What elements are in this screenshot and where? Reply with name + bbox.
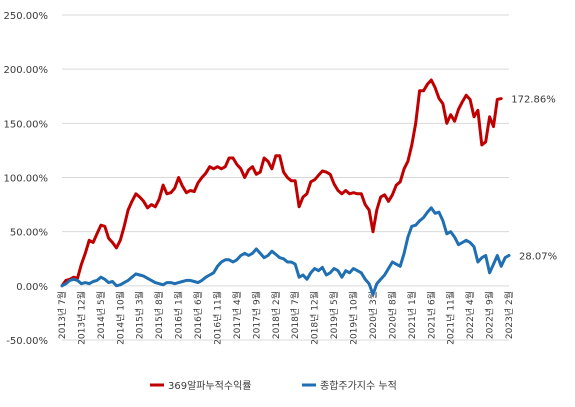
x-tick-label: 2021년 6월 [425,291,437,339]
x-tick-label: 2016년 1월 [173,291,185,339]
x-tick-label: 2016년 11월 [211,291,223,345]
legend-label-kospi: 종합주가지수 누적 [320,380,397,392]
y-tick-label: 250.00% [4,11,49,22]
series-line-alpha [60,78,503,288]
x-tick-label: 2019년 10월 [348,291,360,345]
x-tick-label: 2014년 5월 [95,291,107,339]
kospi-end-label: 28.07% [519,251,557,262]
legend-label-alpha: 369알파누적수익률 [168,380,252,392]
x-tick-label: 2021년 11월 [445,291,457,345]
legend-item-alpha: 369알파누적수익률 [150,380,252,392]
legend: 369알파누적수익률 종합주가지수 누적 [150,380,397,392]
x-tick-label: 2023년 2월 [503,291,515,339]
x-tick-label: 2016년 6월 [192,291,204,339]
x-tick-label: 2022년 9월 [484,291,496,339]
y-tick-label: 0.00% [16,282,48,293]
y-tick-label: 100.00% [4,174,49,185]
x-tick-label: 2022년 4월 [464,291,476,339]
x-tick-label: 2014년 10월 [114,291,126,345]
x-tick-label: 2018년 2월 [270,291,282,339]
y-tick-label: -50.00% [6,336,48,347]
x-tick-label: 2017년 4월 [231,291,243,339]
series-line-kospi [60,206,511,296]
y-tick-label: 50.00% [10,228,48,239]
x-tick-label: 2020년 8월 [386,291,398,339]
x-tick-label: 2019년 5월 [328,291,340,339]
y-tick-label: 200.00% [4,65,49,76]
x-tick-label: 2015년 3월 [134,291,146,339]
x-tick-label: 2015년 8월 [153,291,165,339]
legend-item-kospi: 종합주가지수 누적 [302,380,397,392]
y-tick-label: 150.00% [4,119,49,130]
y-axis-ticks: -50.00% 0.00% 50.00% 100.00% 150.00% 200.00% 2… [4,11,49,347]
end-labels: 172.86% 28.07% [511,95,557,263]
series-lines [60,78,511,296]
x-tick-label: 2018년 7월 [289,291,301,339]
x-tick-label: 2013년 7월 [56,291,68,339]
x-tick-label: 2017년 9월 [250,291,262,339]
x-tick-label: 2021년 1월 [406,291,418,339]
alpha-end-label: 172.86% [511,95,556,106]
x-tick-label: 2018년 12월 [309,291,321,345]
gridlines [62,14,509,341]
x-axis-ticks: 2013년 7월 2013년 12월 2014년 5월 2014년 10월 2015년 … [56,291,515,345]
x-tick-label: 2013년 12월 [75,291,87,345]
x-tick-label: 2020년 3월 [367,291,379,339]
